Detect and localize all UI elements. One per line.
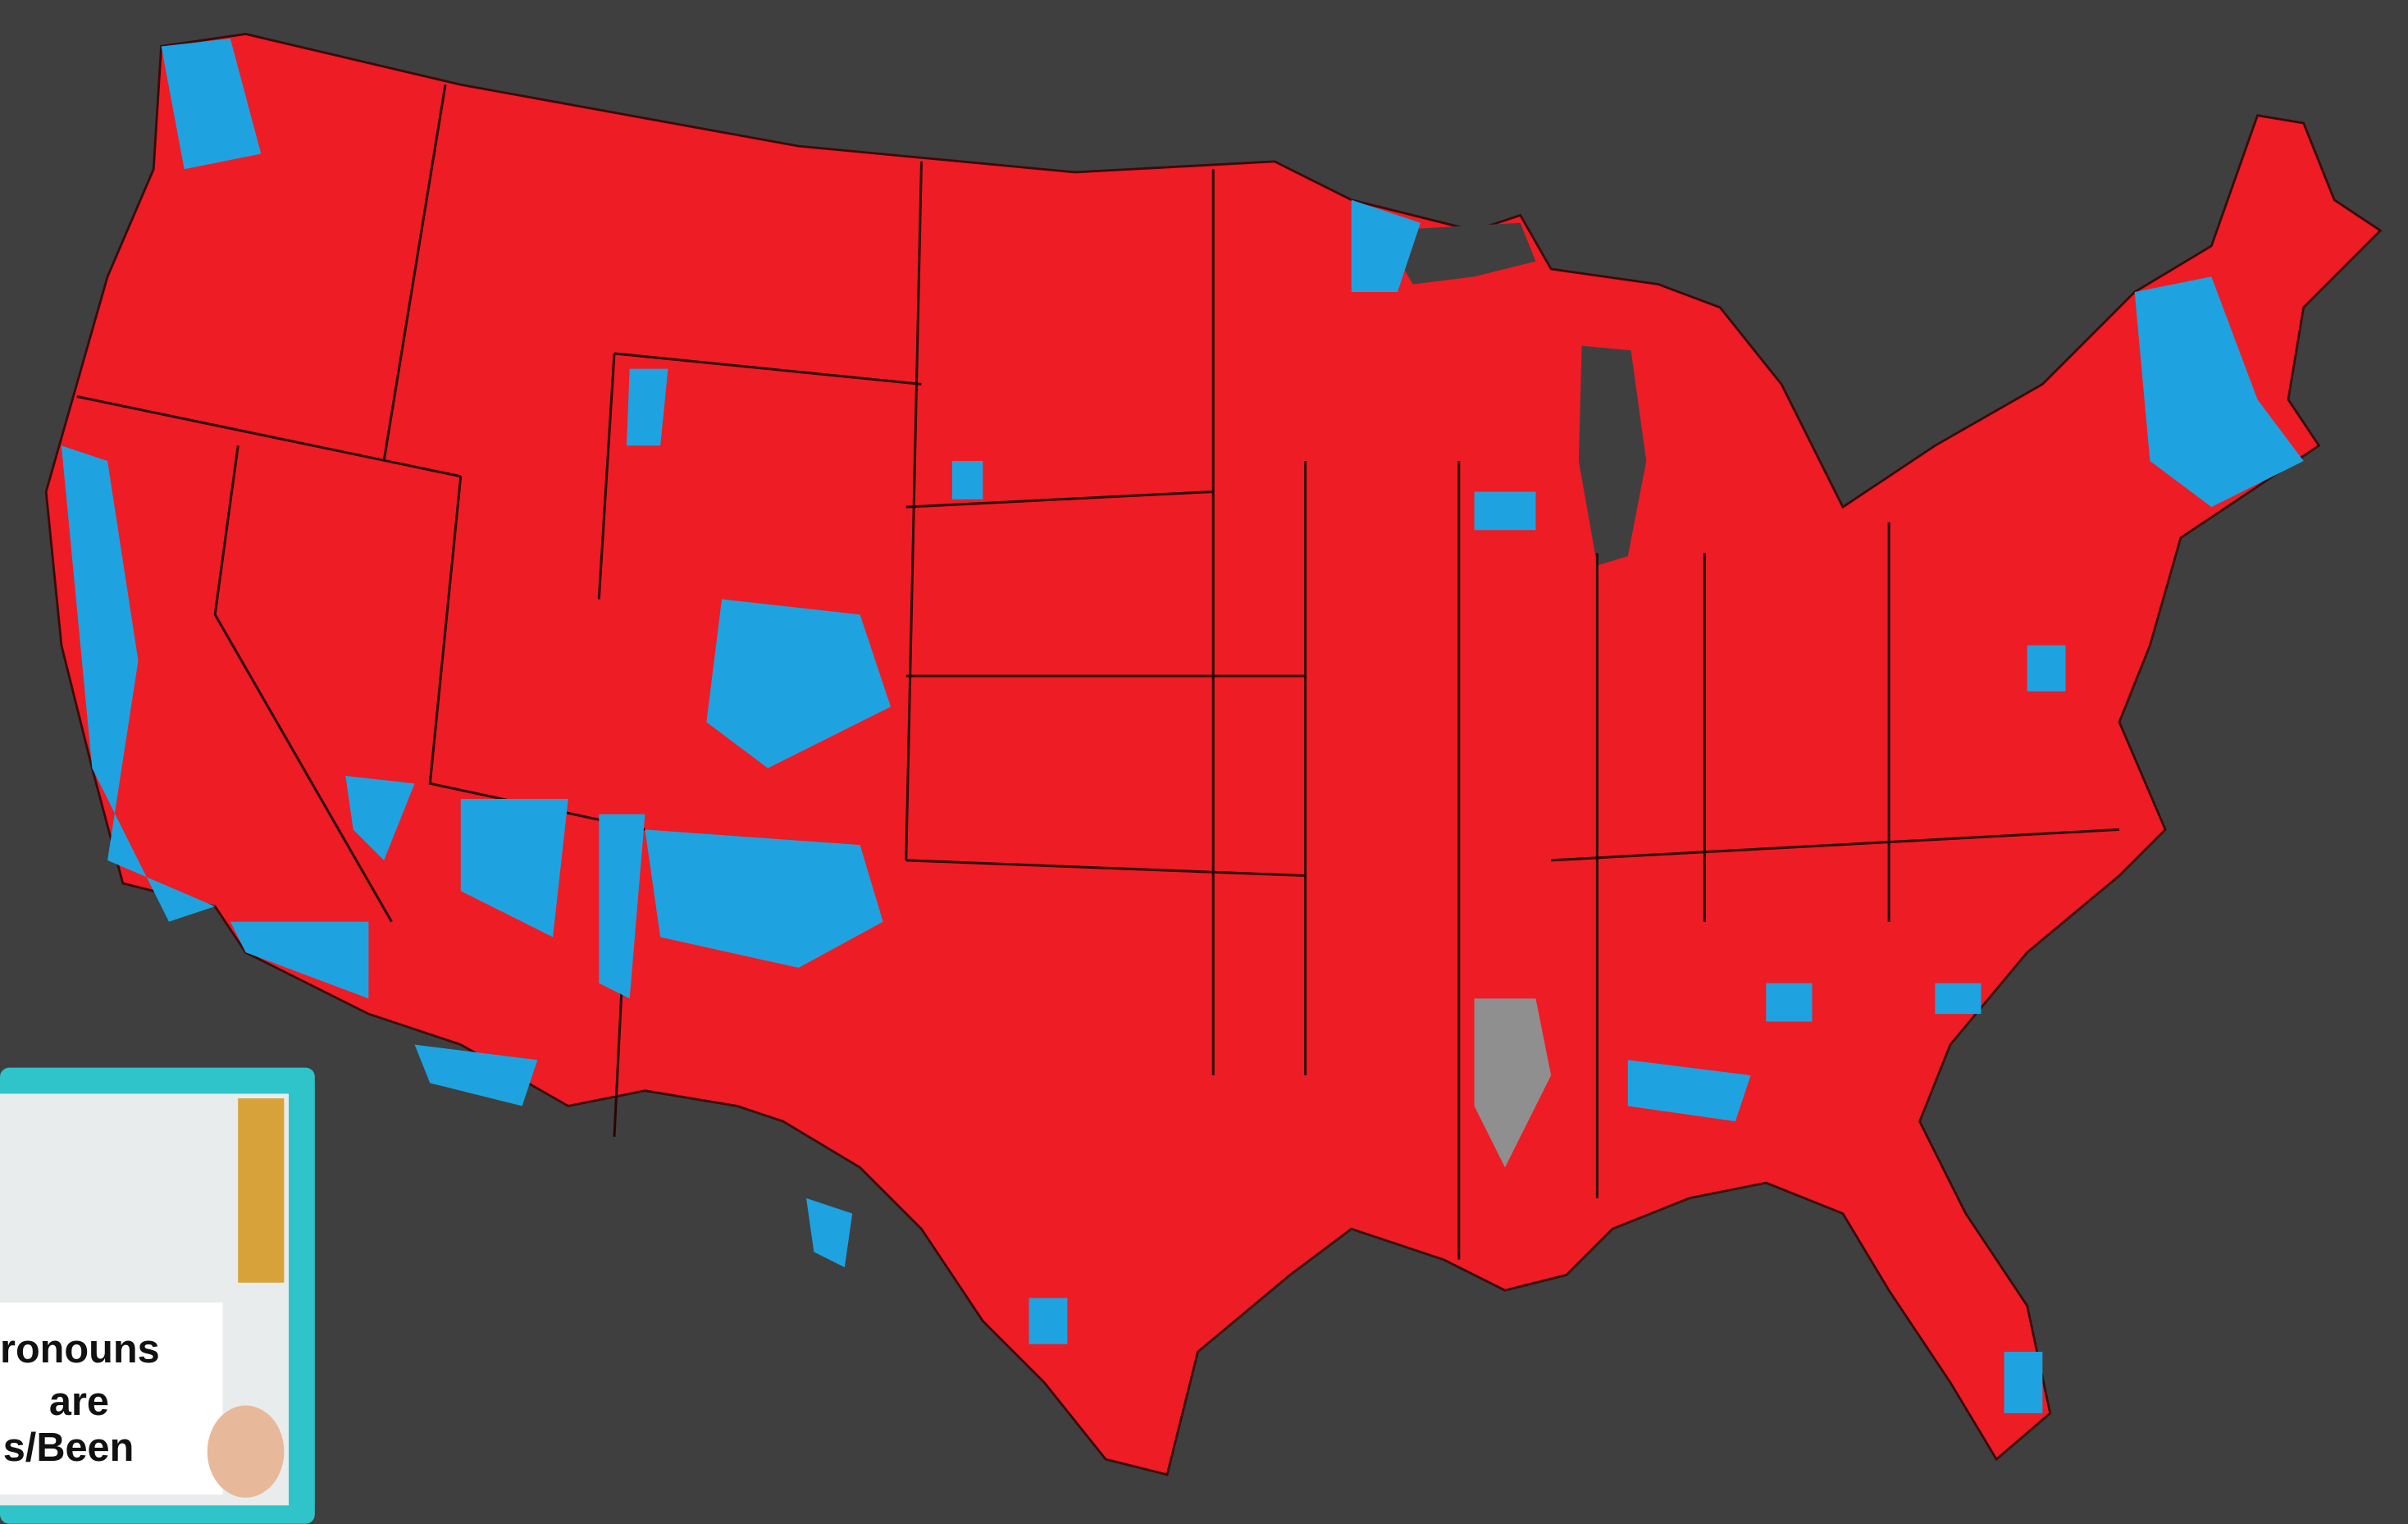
state-borders: [76, 84, 2120, 1260]
lake-michigan: [1578, 345, 1647, 566]
sign: [0, 1303, 223, 1495]
lake-superior: [1382, 222, 1536, 285]
hand: [207, 1405, 285, 1498]
sign-text: s/Been: [3, 1426, 135, 1470]
blue-counties: [61, 39, 2304, 1413]
video-inset: ronouns are s/Been: [0, 1067, 315, 1524]
no-data-counties: [1474, 998, 1552, 1168]
us-map: [44, 33, 2383, 1476]
sign-text: are: [49, 1380, 109, 1424]
flag: [238, 1098, 285, 1283]
sign-text: ronouns: [0, 1327, 160, 1371]
